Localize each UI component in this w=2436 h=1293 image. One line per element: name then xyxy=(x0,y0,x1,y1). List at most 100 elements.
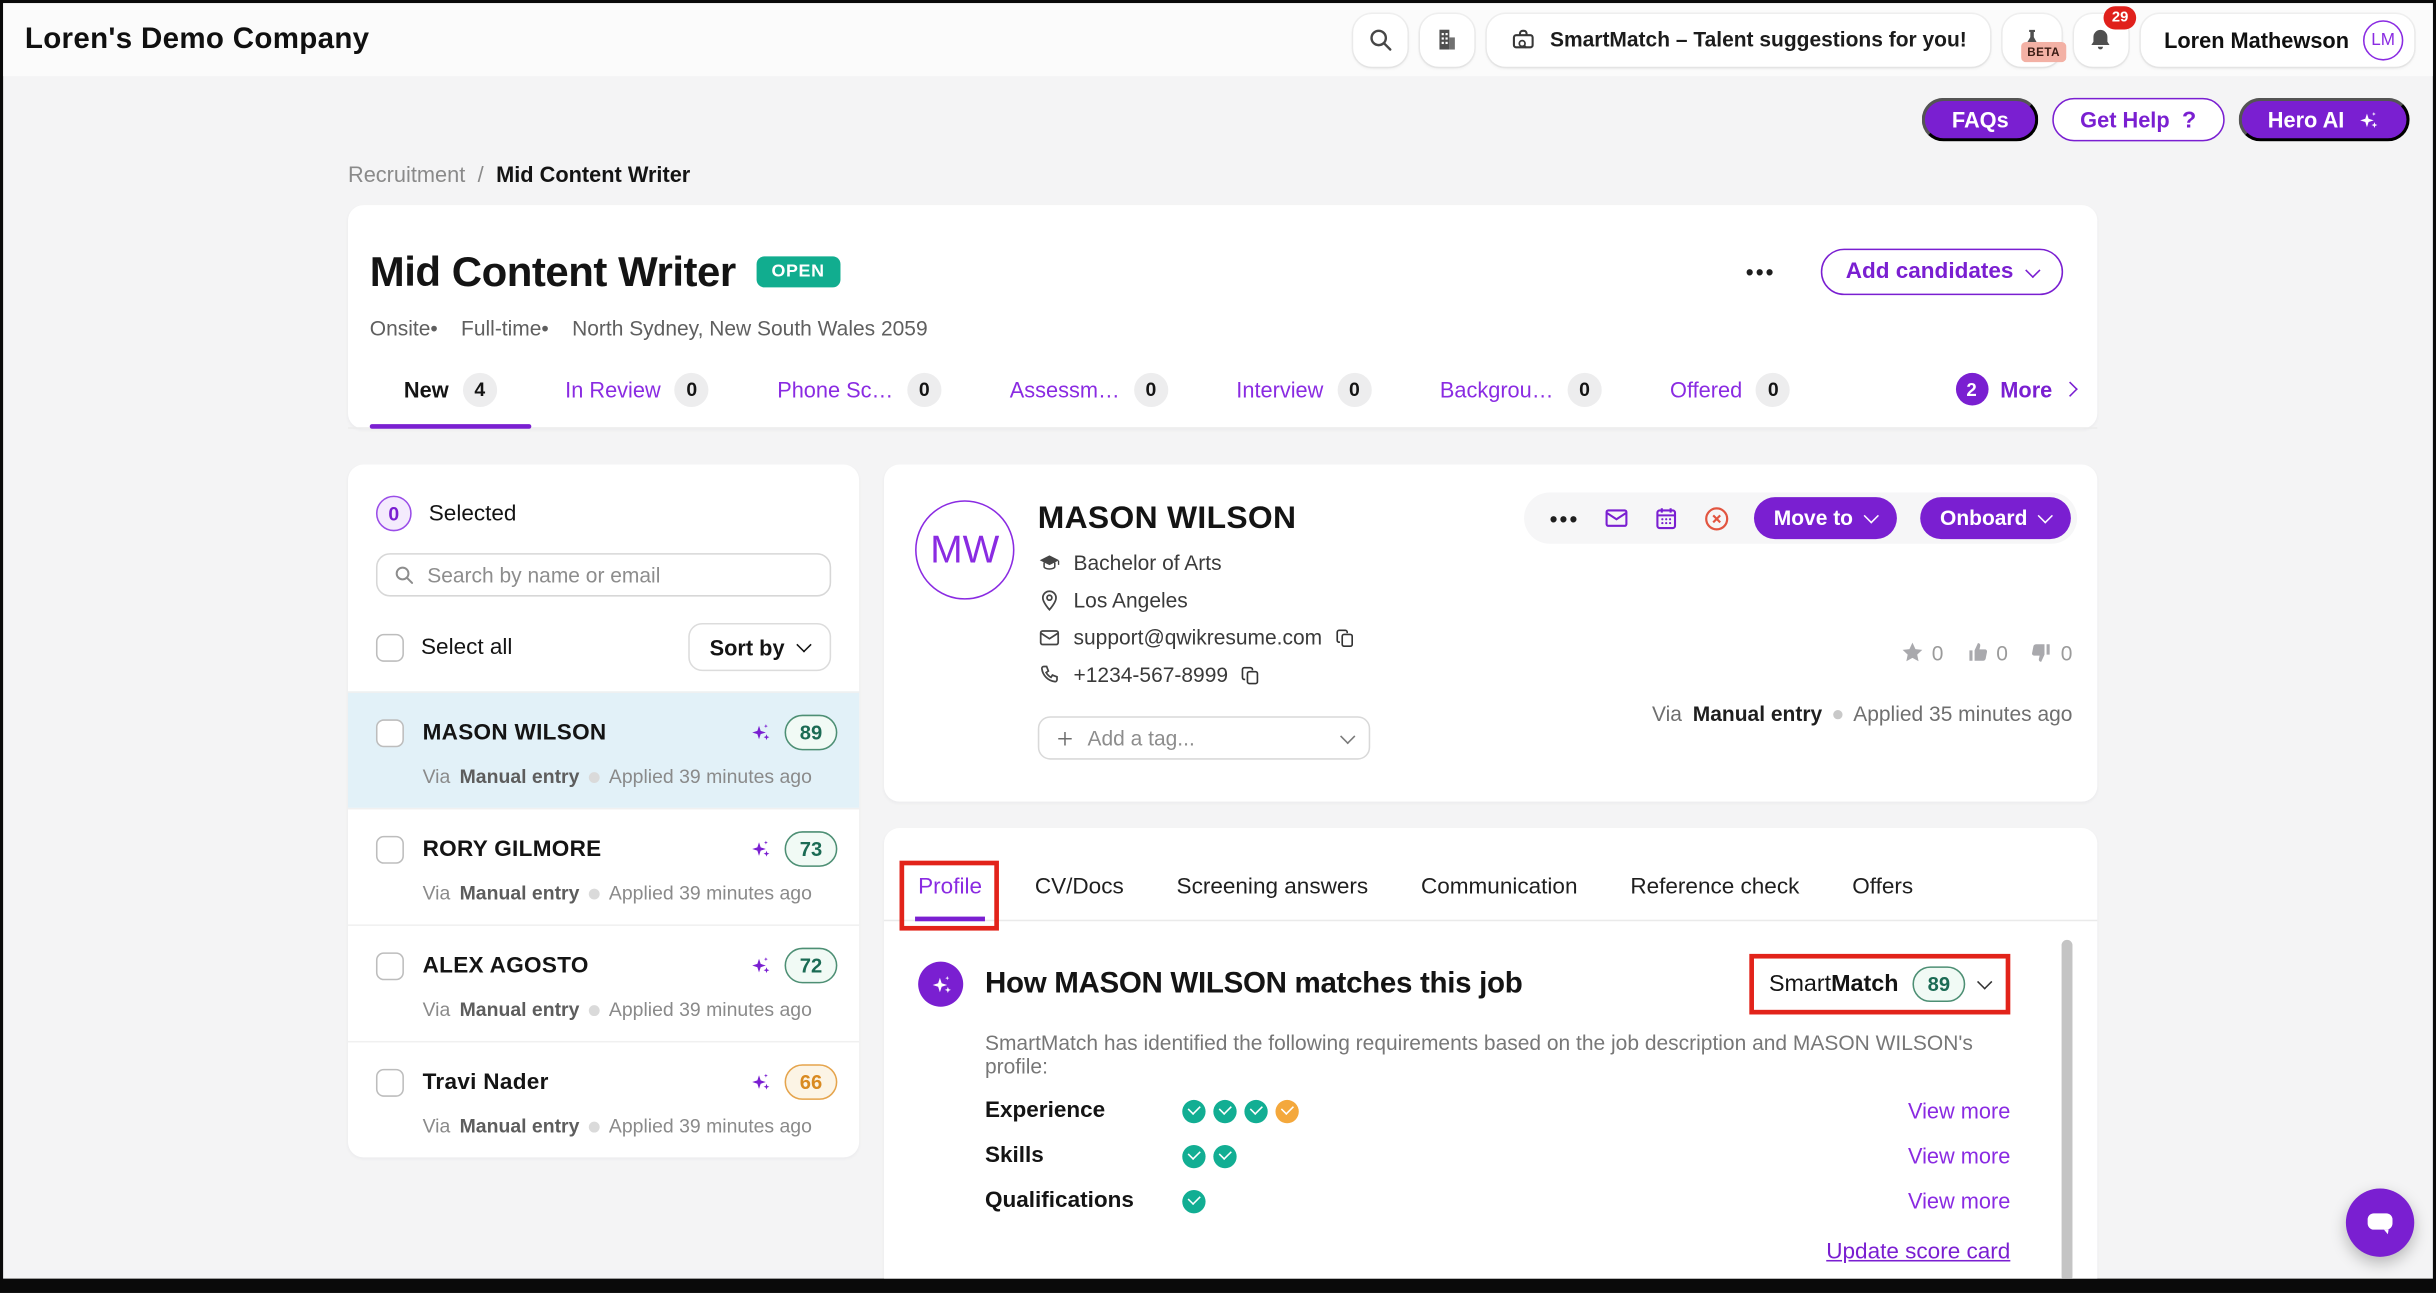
stage-tab-phone-screening[interactable]: Phone Sc… 0 xyxy=(743,372,976,427)
view-more-link[interactable]: View more xyxy=(1907,1188,2011,1214)
organisation-button[interactable] xyxy=(1419,13,1474,67)
beta-labs-button[interactable]: BETA xyxy=(2002,13,2067,67)
more-stages-button[interactable]: 2 More xyxy=(1955,372,2078,426)
faqs-button[interactable]: FAQs xyxy=(1922,97,2039,142)
candidate-row[interactable]: Travi Nader 66 Via Manual entry Applied 3… xyxy=(347,1040,860,1158)
help-bar: FAQs Get Help? Hero AI xyxy=(3,76,2433,142)
phone-icon xyxy=(1038,663,1061,686)
star-rating[interactable]: 0 xyxy=(1901,640,1943,665)
get-help-button[interactable]: Get Help? xyxy=(2052,97,2225,142)
chevron-down-icon xyxy=(1863,508,1879,524)
global-search-button[interactable] xyxy=(1352,13,1408,67)
mail-icon xyxy=(1038,626,1061,649)
job-meta: Onsite• Full-time• North Sydney, New South… xyxy=(369,316,928,341)
view-more-link[interactable]: View more xyxy=(1907,1143,2011,1169)
skills-check-icons xyxy=(1182,1144,1237,1168)
tab-cv-docs[interactable]: CV/Docs xyxy=(1034,874,1124,900)
sort-by-button[interactable]: Sort by xyxy=(687,622,832,672)
status-badge: OPEN xyxy=(755,256,841,288)
match-row-experience: Experience View more xyxy=(984,1098,2011,1124)
candidate-checkbox[interactable] xyxy=(375,835,404,864)
candidate-checkbox[interactable] xyxy=(375,718,404,747)
calendar-icon[interactable] xyxy=(1653,505,1679,531)
chevron-down-icon xyxy=(2025,261,2041,278)
select-all[interactable]: Select all xyxy=(375,633,512,662)
check-circle-icon xyxy=(1182,1099,1206,1123)
chevron-down-icon xyxy=(1976,974,1993,990)
tab-reference-check[interactable]: Reference check xyxy=(1630,874,1800,900)
stage-tab-assessment[interactable]: Assessm… 0 xyxy=(976,372,1203,427)
stage-tab-offered[interactable]: Offered 0 xyxy=(1636,372,1825,427)
copy-icon[interactable] xyxy=(1335,627,1357,649)
pipeline-stage-tabs: New 4 In Review 0 Phone Sc… 0 Assessm… 0 Int… xyxy=(347,372,2098,429)
candidate-education: Bachelor of Arts xyxy=(1038,552,1357,575)
tab-screening-answers[interactable]: Screening answers xyxy=(1176,874,1369,900)
candidate-search[interactable] xyxy=(375,553,832,597)
dot-separator xyxy=(588,887,600,899)
smartmatch-score-badge: 89 xyxy=(1912,966,1966,1003)
chat-widget-button[interactable] xyxy=(2345,1188,2415,1257)
smartmatch-score-dropdown[interactable]: SmartMatch 89 xyxy=(1748,953,2011,1015)
job-overflow-menu[interactable]: ••• xyxy=(1745,259,1776,285)
smartmatch-brand: SmartMatch xyxy=(1768,970,1899,998)
detail-tabs: Profile CV/Docs Screening answers Commun… xyxy=(883,828,2098,931)
hero-ai-button[interactable]: Hero AI xyxy=(2238,97,2410,142)
match-score-badge: 66 xyxy=(784,1064,838,1100)
chevron-down-icon xyxy=(1340,728,1356,744)
add-tag-input[interactable]: Add a tag... xyxy=(1037,716,1371,760)
stage-tab-interview[interactable]: Interview 0 xyxy=(1202,372,1406,427)
stage-tab-in-review[interactable]: In Review 0 xyxy=(531,372,743,427)
search-icon xyxy=(1367,26,1393,52)
email-icon[interactable] xyxy=(1603,505,1629,531)
ai-sparkle-icon xyxy=(749,954,772,977)
breadcrumb-parent[interactable]: Recruitment xyxy=(347,161,466,187)
candidate-source: Via Manual entry Applied 39 minutes ago xyxy=(422,882,812,905)
location-pin-icon xyxy=(1038,589,1061,612)
smartmatch-sparkle-icon xyxy=(918,961,964,1007)
candidate-overflow-menu[interactable]: ••• xyxy=(1549,505,1580,531)
thumbs-down-rating[interactable]: 0 xyxy=(2030,640,2072,665)
bell-icon xyxy=(2087,26,2115,54)
add-candidates-button[interactable]: Add candidates xyxy=(1820,248,2064,296)
candidate-row[interactable]: ALEX AGOSTO 72 Via Manual entry Applied 3… xyxy=(347,924,860,1041)
candidate-detail-card: Profile CV/Docs Screening answers Commun… xyxy=(883,828,2098,1279)
scrollbar-thumb[interactable] xyxy=(2061,939,2073,1279)
candidate-applied-via: Via Manual entry Applied 35 minutes ago xyxy=(1651,702,2073,726)
update-score-card-link[interactable]: Update score card xyxy=(1826,1239,2011,1265)
smartmatch-banner[interactable]: SmartMatch – Talent suggestions for you! xyxy=(1486,13,1991,67)
breadcrumb-separator: / xyxy=(477,161,484,187)
reject-icon[interactable] xyxy=(1702,504,1730,532)
check-circle-icon xyxy=(1213,1099,1237,1123)
tab-profile[interactable]: Profile xyxy=(899,860,1000,931)
candidate-checkbox[interactable] xyxy=(375,1068,404,1097)
check-circle-icon xyxy=(1244,1099,1268,1123)
candidate-row[interactable]: MASON WILSON 89 Via Manual entry Applied … xyxy=(347,691,860,808)
candidate-row[interactable]: RORY GILMORE 73 Via Manual entry Applied … xyxy=(347,807,860,925)
tab-offers[interactable]: Offers xyxy=(1852,874,1914,900)
search-input[interactable] xyxy=(427,563,815,587)
company-name: Loren's Demo Company xyxy=(24,22,370,56)
move-to-button[interactable]: Move to xyxy=(1753,497,1897,540)
user-menu[interactable]: Loren Mathewson LM xyxy=(2140,13,2415,67)
thumbs-up-rating[interactable]: 0 xyxy=(1965,640,2008,665)
onboard-button[interactable]: Onboard xyxy=(1919,497,2071,540)
match-score-badge: 89 xyxy=(784,714,838,751)
select-all-checkbox[interactable] xyxy=(375,633,404,662)
notifications-button[interactable]: 29 xyxy=(2073,5,2137,67)
question-mark-icon: ? xyxy=(2182,106,2197,133)
tab-communication[interactable]: Communication xyxy=(1420,874,1578,900)
stage-tab-background[interactable]: Backgrou… 0 xyxy=(1406,372,1636,427)
selected-count-badge: 0 xyxy=(375,495,412,532)
user-name: Loren Mathewson xyxy=(2164,27,2349,53)
smartmatch-banner-text: SmartMatch – Talent suggestions for you! xyxy=(1549,27,1967,52)
smartmatch-heading: How MASON WILSON matches this job xyxy=(984,967,1523,1000)
copy-icon[interactable] xyxy=(1240,664,1262,686)
match-row-qualifications: Qualifications View more xyxy=(984,1188,2011,1214)
candidate-checkbox[interactable] xyxy=(375,951,404,980)
avatar: LM xyxy=(2362,19,2404,60)
stage-tab-new[interactable]: New 4 xyxy=(369,372,531,429)
dot-separator xyxy=(588,1120,600,1132)
qualifications-check-icons xyxy=(1182,1189,1206,1213)
page-title: Mid Content Writer xyxy=(369,248,736,296)
view-more-link[interactable]: View more xyxy=(1907,1098,2011,1124)
